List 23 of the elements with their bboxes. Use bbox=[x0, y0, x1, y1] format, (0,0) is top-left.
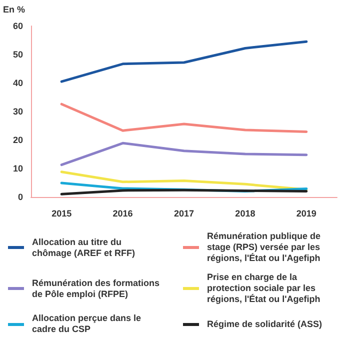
line-series bbox=[60, 40, 308, 83]
y-tick-label: 60 bbox=[12, 21, 23, 31]
x-tick-label: 2019 bbox=[296, 208, 316, 218]
line-series bbox=[60, 102, 308, 133]
y-axis-title: En % bbox=[3, 4, 26, 14]
legend-label: Allocation perçue dans le cadre du CSP bbox=[32, 313, 142, 335]
x-tick-label: 2015 bbox=[52, 208, 72, 218]
y-tick-label: 30 bbox=[12, 106, 23, 116]
x-tick-label: 2017 bbox=[174, 208, 194, 218]
legend-label: Prise en charge de la protection sociale par les régions, l'État ou l'Agefiph bbox=[207, 272, 322, 305]
line-series bbox=[60, 142, 308, 166]
y-tick-label: 0 bbox=[18, 192, 23, 202]
legend-label: Rémunération des formations de Pôle emploi (RFPE) bbox=[32, 278, 160, 300]
y-tick-label: 10 bbox=[12, 164, 23, 174]
legend-label: Allocation au titre du chômage (AREF et RFF) bbox=[32, 236, 136, 258]
legend-label: Régime de solidarité (ASS) bbox=[207, 318, 324, 330]
y-tick-label: 20 bbox=[12, 135, 23, 145]
line-series bbox=[60, 170, 308, 191]
x-tick-label: 2018 bbox=[235, 208, 256, 218]
x-tick-label: 2016 bbox=[112, 208, 133, 218]
y-tick-label: 50 bbox=[12, 50, 23, 60]
legend-label: Rémunération publique de stage (RPS) versée par les régions, l'État ou l'Agefiph bbox=[207, 231, 322, 264]
y-tick-label: 40 bbox=[12, 78, 23, 88]
